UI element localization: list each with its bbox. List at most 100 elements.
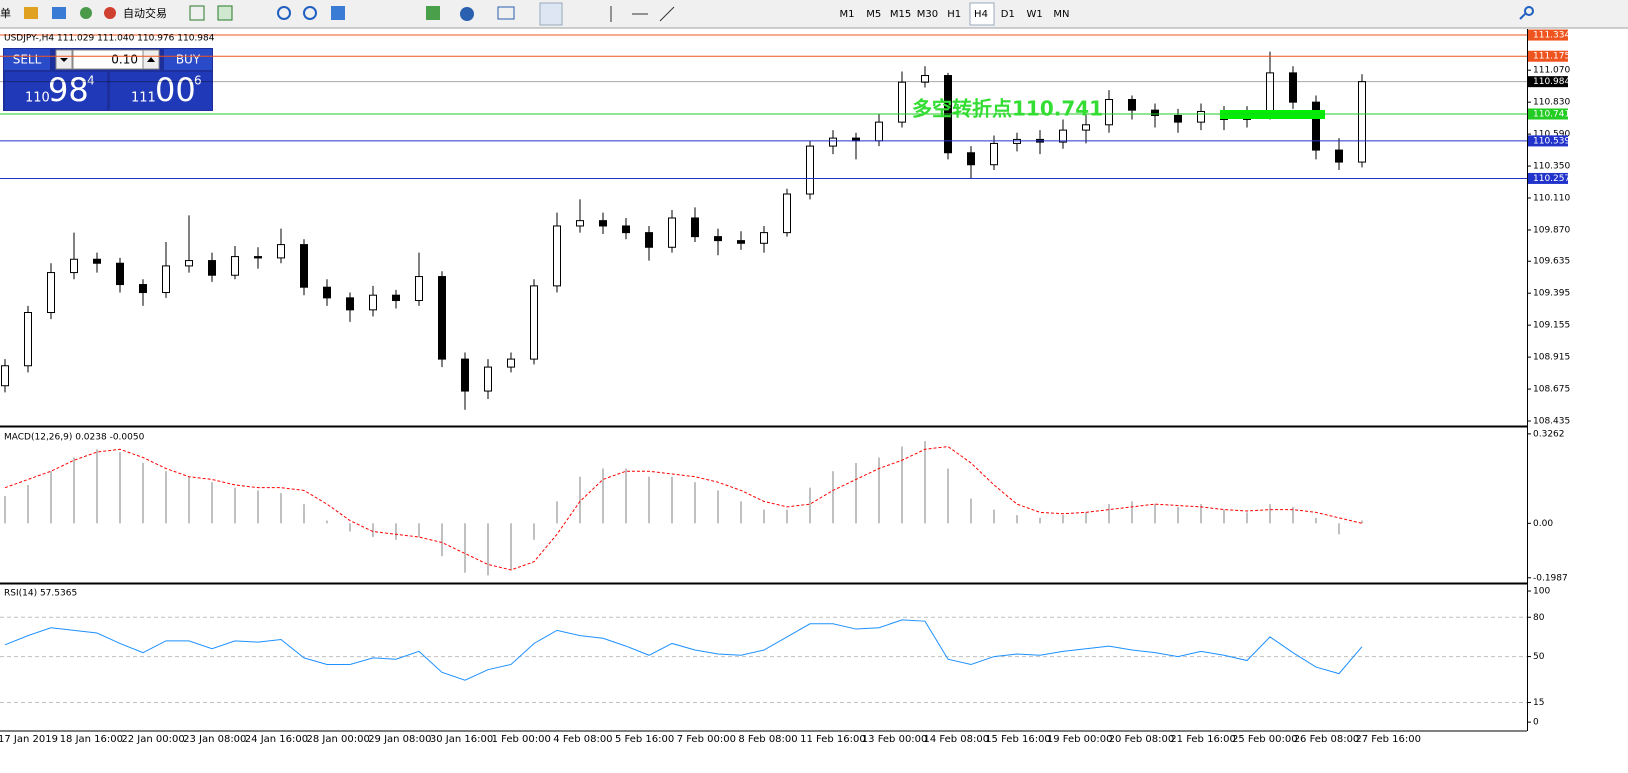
level-label-box [1528, 108, 1568, 120]
y-tick-label: 50 [1533, 652, 1545, 662]
y-tick-label: 109.635 [1533, 257, 1570, 267]
icon[interactable] [426, 6, 440, 20]
candle-body [415, 276, 423, 302]
icon[interactable] [80, 7, 92, 19]
x-tick-label: 23 Jan 08:00 [183, 734, 246, 745]
candle-body [576, 220, 584, 227]
icon[interactable] [189, 5, 205, 21]
y-tick-label: 0.00 [1533, 519, 1553, 529]
ask-big: 111 [131, 91, 156, 106]
candle-body [369, 294, 377, 311]
y-tick-label: 109.870 [1533, 225, 1570, 235]
bid-box[interactable] [5, 72, 107, 110]
candle-body [622, 225, 630, 234]
candle-body [93, 258, 101, 264]
ask-pips: 00 [155, 71, 196, 109]
auto-trading[interactable]: 自动交易 [123, 6, 167, 20]
candle-body [1266, 72, 1274, 115]
buy-label[interactable]: BUY [176, 53, 201, 67]
candle-body [967, 152, 975, 166]
candle-body [1358, 81, 1366, 163]
x-tick-label: 21 Feb 16:00 [1170, 734, 1236, 745]
icon[interactable] [659, 6, 675, 22]
icon[interactable] [52, 7, 66, 19]
x-tick-label: 29 Jan 08:00 [368, 734, 431, 745]
toolbar: 单 自动交易 [0, 0, 1628, 29]
candle-body [1174, 114, 1182, 123]
timeframe[interactable]: M1 [840, 9, 855, 20]
y-tick-label: 108.915 [1533, 353, 1570, 363]
timeframe[interactable]: M30 [917, 9, 938, 20]
y-tick-label: 108.675 [1533, 385, 1570, 395]
y-tick-label: 110.350 [1533, 162, 1570, 172]
timeframe[interactable]: M15 [890, 9, 911, 20]
y-tick-label: -0.1987 [1533, 573, 1568, 583]
y-tick-label: 109.155 [1533, 321, 1570, 331]
timeframe[interactable]: M5 [866, 9, 881, 20]
candle-body [829, 137, 837, 147]
level-label-box [1528, 29, 1568, 41]
ask-box[interactable] [110, 72, 212, 110]
icon[interactable] [24, 7, 38, 19]
icon [60, 58, 68, 62]
level-label: 110.741 [1533, 110, 1570, 120]
candle-body [162, 265, 170, 294]
timeframe[interactable]: D1 [1001, 9, 1015, 20]
level-label: 111.175 [1533, 52, 1570, 62]
candle-body [760, 232, 768, 244]
y-tick-label: 109.395 [1533, 289, 1570, 299]
level-label-box [1528, 76, 1568, 88]
candle-body [24, 312, 32, 367]
x-tick-label: 22 Jan 00:00 [121, 734, 184, 745]
icon[interactable] [460, 7, 474, 21]
candle-body [990, 142, 998, 166]
candle-body [714, 236, 722, 242]
candle-body [530, 285, 538, 360]
candle-body [392, 294, 400, 302]
candle-body [277, 244, 285, 259]
x-tick-label: 14 Feb 08:00 [924, 734, 990, 745]
icon[interactable] [539, 2, 563, 26]
level-label: 111.334 [1533, 31, 1570, 41]
icon[interactable] [277, 6, 291, 20]
timeframe[interactable]: W1 [1026, 9, 1042, 20]
candle-body [806, 145, 814, 195]
timeframe[interactable]: H1 [947, 9, 961, 20]
icon[interactable] [497, 6, 515, 20]
y-tick-label: 110.830 [1533, 98, 1570, 108]
y-tick-label: 110.110 [1533, 194, 1570, 204]
icon[interactable] [331, 6, 345, 20]
candle-body [507, 358, 515, 368]
icon[interactable] [104, 7, 116, 19]
level-label-box [1528, 135, 1568, 147]
candle-body [875, 121, 883, 142]
icon[interactable] [303, 6, 317, 20]
buy-button[interactable] [164, 49, 212, 70]
x-tick-label: 5 Feb 16:00 [615, 734, 674, 745]
macd-signal [4, 446, 1363, 571]
sell-label[interactable]: SELL [13, 53, 42, 67]
candle-body [254, 256, 262, 259]
x-tick-label: 30 Jan 16:00 [430, 734, 493, 745]
menu-fragment[interactable]: 单 [0, 7, 11, 20]
x-tick-label: 24 Jan 16:00 [245, 734, 308, 745]
candle-body [1335, 149, 1343, 163]
candle-body [185, 260, 193, 267]
y-tick-label: 0 [1533, 718, 1539, 728]
timeframe[interactable]: H4 [974, 9, 988, 20]
sell-button[interactable] [4, 49, 50, 70]
candle-body [47, 272, 55, 314]
candle-body [139, 284, 147, 294]
y-tick-label: 110.590 [1533, 130, 1570, 140]
timeframe[interactable]: MN [1053, 9, 1069, 20]
rsi-line [4, 619, 1363, 681]
icon[interactable] [1524, 6, 1534, 16]
y-tick-label: 108.435 [1533, 417, 1570, 427]
candle-body [1082, 124, 1090, 131]
icon[interactable] [217, 5, 233, 21]
x-tick-label: 19 Feb 00:00 [1047, 734, 1113, 745]
x-tick-label: 8 Feb 08:00 [738, 734, 797, 745]
candle-body [1105, 98, 1113, 126]
level-label-box [1528, 50, 1568, 62]
lots-value[interactable]: 0.10 [111, 53, 138, 67]
